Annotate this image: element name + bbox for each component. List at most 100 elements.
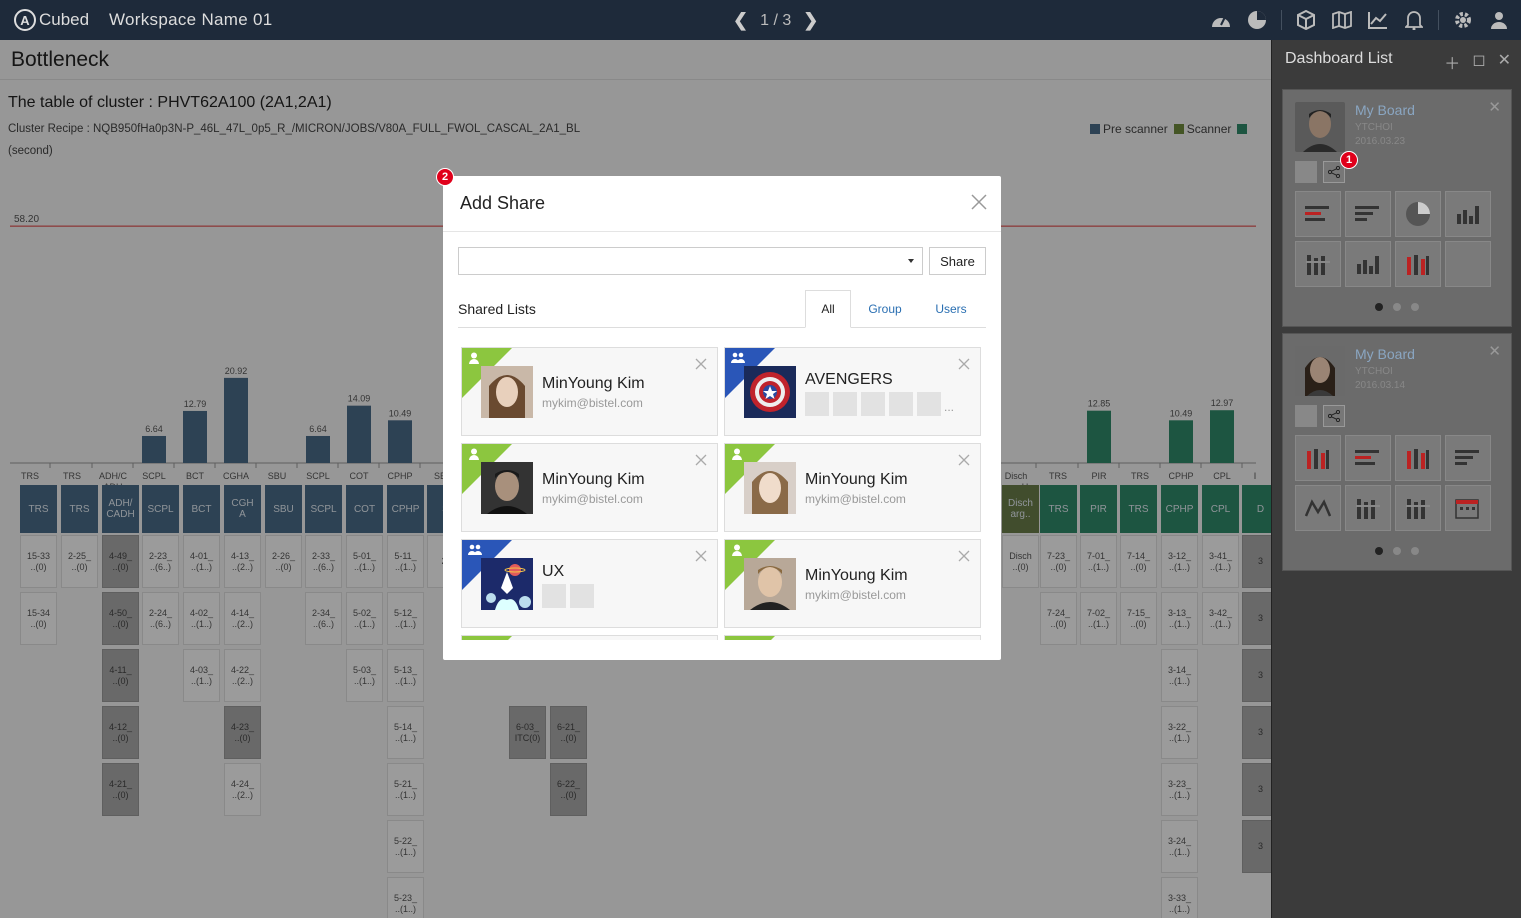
- share-button[interactable]: Share: [929, 247, 986, 275]
- table-cell[interactable]: 4-24_ ..(2..): [224, 763, 261, 816]
- stack-icon[interactable]: [1295, 241, 1341, 287]
- table-cell[interactable]: 2-33_ ..(6..): [305, 535, 342, 588]
- stack-icon[interactable]: [1345, 485, 1391, 531]
- table-cell[interactable]: 5-01_ ..(1..): [346, 535, 383, 588]
- table-cell[interactable]: 3-13_ ..(1..): [1161, 592, 1198, 645]
- add-icon[interactable]: ＋: [1444, 56, 1461, 73]
- column-header[interactable]: CGH A: [224, 485, 261, 533]
- column-header[interactable]: Disch arg..: [1002, 485, 1039, 533]
- table-cell[interactable]: 4-03_ ..(1..): [183, 649, 220, 702]
- shared-user-card[interactable]: MinYoung Kim mykim@bistel.com: [461, 347, 718, 436]
- table-cell[interactable]: 4-02_ ..(1..): [183, 592, 220, 645]
- table-cell[interactable]: 4-11_ ..(0): [102, 649, 139, 702]
- gear-icon[interactable]: [1451, 9, 1475, 31]
- column-header[interactable]: BCT: [183, 485, 220, 533]
- table-cell[interactable]: 6-03_ ITC(0): [509, 706, 546, 759]
- table-cell[interactable]: Disch ..(0): [1002, 535, 1039, 588]
- line-icon[interactable]: [1295, 485, 1341, 531]
- board-card[interactable]: My Board YTCHOI 2016.03.23 ✕ 1: [1282, 89, 1512, 327]
- table-cell[interactable]: 3-33_ ..(1..): [1161, 877, 1198, 918]
- pie-chart-icon[interactable]: [1245, 9, 1269, 31]
- table-cell[interactable]: 4-21_ ..(0): [102, 763, 139, 816]
- close-icon[interactable]: [958, 550, 970, 565]
- legend-item[interactable]: Scanner: [1173, 122, 1231, 136]
- table-cell[interactable]: 5-21_ ..(1..): [387, 763, 424, 816]
- table-cell[interactable]: 7-24_ ..(0): [1040, 592, 1077, 645]
- shared-user-card[interactable]: [724, 635, 981, 640]
- table-cell[interactable]: 4-13_ ..(2..): [224, 535, 261, 588]
- table-cell[interactable]: 6-21_ ..(0): [550, 706, 587, 759]
- shared-user-card[interactable]: [461, 635, 718, 640]
- legend-item[interactable]: [1237, 122, 1250, 136]
- cube-icon[interactable]: [1294, 9, 1318, 31]
- column-header[interactable]: TRS: [1120, 485, 1157, 533]
- stack-icon[interactable]: [1395, 485, 1441, 531]
- dot[interactable]: [1411, 547, 1419, 555]
- table-cell[interactable]: 3: [1242, 763, 1271, 816]
- column-header[interactable]: TRS: [20, 485, 57, 533]
- board-name[interactable]: My Board: [1355, 102, 1415, 118]
- share-icon[interactable]: [1323, 161, 1345, 183]
- close-icon[interactable]: [971, 194, 987, 213]
- table-cell[interactable]: 2-24_ ..(6..): [142, 592, 179, 645]
- table-cell[interactable]: 2-34_ ..(6..): [305, 592, 342, 645]
- table-cell[interactable]: 7-02_ ..(1..): [1080, 592, 1117, 645]
- dot[interactable]: [1393, 303, 1401, 311]
- dot[interactable]: [1393, 547, 1401, 555]
- bar-red-icon[interactable]: [1345, 435, 1391, 481]
- dashboard-gauge-icon[interactable]: [1209, 9, 1233, 31]
- table-cell[interactable]: 7-23_ ..(0): [1040, 535, 1077, 588]
- column-header[interactable]: COT: [346, 485, 383, 533]
- table-cell[interactable]: 7-14_ ..(0): [1120, 535, 1157, 588]
- table-cell[interactable]: 5-23_ ..(1..): [387, 877, 424, 918]
- chevron-right-icon[interactable]: ❯: [803, 10, 819, 30]
- dot[interactable]: [1411, 303, 1419, 311]
- workspace-name[interactable]: Workspace Name 01: [109, 10, 273, 29]
- table-cell[interactable]: 7-15_ ..(0): [1120, 592, 1157, 645]
- table-cell[interactable]: 4-22_ ..(2..): [224, 649, 261, 702]
- shared-user-card[interactable]: MinYoung Kim mykim@bistel.com: [724, 539, 981, 628]
- column-header[interactable]: CPL: [1202, 485, 1239, 533]
- line-chart-icon[interactable]: [1366, 9, 1390, 31]
- dot[interactable]: [1375, 303, 1383, 311]
- column-header[interactable]: TRS: [1040, 485, 1077, 533]
- table-cell[interactable]: 7-01_ ..(1..): [1080, 535, 1117, 588]
- chevron-left-icon[interactable]: ❮: [733, 10, 749, 30]
- board-thumbnail-button[interactable]: [1295, 161, 1317, 183]
- table-cell[interactable]: 4-23_ ..(0): [224, 706, 261, 759]
- table-cell[interactable]: 15-34 ..(0): [20, 592, 57, 645]
- board-card[interactable]: My Board YTCHOI 2016.03.14 ✕: [1282, 333, 1512, 571]
- pie-icon[interactable]: [1395, 191, 1441, 237]
- table-cell[interactable]: 4-49_ ..(0): [102, 535, 139, 588]
- bar-red-v-icon[interactable]: [1395, 435, 1441, 481]
- close-icon[interactable]: ✕: [1488, 343, 1501, 360]
- board-name[interactable]: My Board: [1355, 346, 1415, 362]
- column-header[interactable]: CPHP: [387, 485, 424, 533]
- table-cell[interactable]: 4-14_ ..(2..): [224, 592, 261, 645]
- table-cell[interactable]: 5-13_ ..(1..): [387, 649, 424, 702]
- map-icon[interactable]: [1330, 9, 1354, 31]
- app-logo[interactable]: A Cubed: [14, 8, 89, 32]
- column-header[interactable]: TRS: [61, 485, 98, 533]
- tab-group[interactable]: Group: [868, 302, 902, 316]
- shared-user-card[interactable]: MinYoung Kim mykim@bistel.com: [724, 443, 981, 532]
- table-cell[interactable]: 3: [1242, 706, 1271, 759]
- bar-v-icon[interactable]: [1345, 241, 1391, 287]
- column-header[interactable]: SCPL: [142, 485, 179, 533]
- table-cell[interactable]: 4-50_ ..(0): [102, 592, 139, 645]
- bar-red-icon[interactable]: [1295, 191, 1341, 237]
- table-cell[interactable]: 2-26_ ..(0): [265, 535, 302, 588]
- table-cell[interactable]: 3: [1242, 535, 1271, 588]
- close-icon[interactable]: [695, 358, 707, 373]
- more-members[interactable]: ...: [944, 400, 955, 414]
- table-cell[interactable]: 4-12_ ..(0): [102, 706, 139, 759]
- bar-h-icon[interactable]: [1445, 435, 1491, 481]
- bar-h-icon[interactable]: [1345, 191, 1391, 237]
- table-cell[interactable]: 4-01_ ..(1..): [183, 535, 220, 588]
- table-cell[interactable]: 5-02_ ..(1..): [346, 592, 383, 645]
- close-icon[interactable]: ✕: [1497, 52, 1511, 69]
- table-cell[interactable]: 2-23_ ..(6..): [142, 535, 179, 588]
- legend-item[interactable]: Pre scanner: [1090, 122, 1168, 136]
- dot[interactable]: [1375, 547, 1383, 555]
- table-cell[interactable]: 3-41_ ..(1..): [1202, 535, 1239, 588]
